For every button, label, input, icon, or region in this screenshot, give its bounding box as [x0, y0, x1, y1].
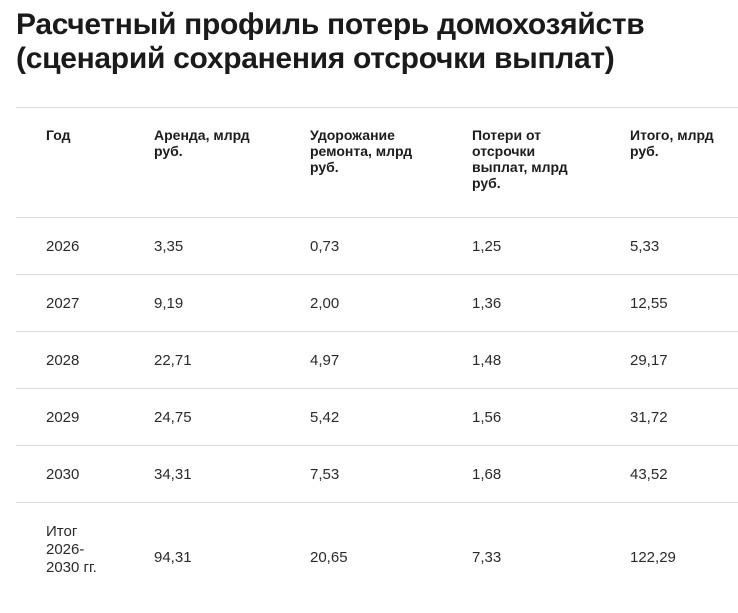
table-row: 2030 34,31 7,53 1,68 43,52	[16, 446, 738, 503]
table-row: 2026 3,35 0,73 1,25 5,33	[16, 218, 738, 275]
column-header-total: Итого, млрд руб.	[630, 127, 714, 159]
cell-rent: 94,31	[154, 549, 192, 567]
cell-rent: 3,35	[154, 237, 184, 255]
cell-repair-cost: 5,42	[310, 408, 340, 426]
cell-deferral-losses: 1,68	[472, 465, 502, 483]
page-title: Расчетный профиль потерь домохозяйств (с…	[16, 8, 645, 75]
cell-year: 2029	[46, 408, 80, 426]
column-header-repair-cost: Удорожание ремонта, млрд руб.	[310, 127, 413, 175]
cell-repair-cost: 4,97	[310, 351, 340, 369]
header-row: Год Аренда, млрд руб. Удорожание ремонта…	[16, 107, 738, 218]
column-header-deferral-losses: Потери от отсрочки выплат, млрд руб.	[472, 127, 568, 191]
cell-deferral-losses: 1,48	[472, 351, 502, 369]
cell-year: 2028	[46, 351, 80, 369]
cell-total: 31,72	[630, 408, 668, 426]
table-row: 2029 24,75 5,42 1,56 31,72	[16, 389, 738, 446]
cell-year: 2026	[46, 237, 80, 255]
cell-year: Итог 2026-2030 гг.	[46, 523, 97, 576]
cell-deferral-losses: 7,33	[472, 549, 502, 567]
losses-table: Год Аренда, млрд руб. Удорожание ремонта…	[16, 107, 738, 613]
table-row: 2027 9,19 2,00 1,36 12,55	[16, 275, 738, 332]
cell-repair-cost: 7,53	[310, 465, 340, 483]
cell-year: 2027	[46, 294, 80, 312]
table-header: Год Аренда, млрд руб. Удорожание ремонта…	[16, 107, 738, 218]
table-row-total: Итог 2026-2030 гг. 94,31 20,65 7,33 122,…	[16, 503, 738, 613]
cell-rent: 9,19	[154, 294, 184, 312]
table-body: 2026 3,35 0,73 1,25 5,33 2027 9,19 2,00 …	[16, 218, 738, 613]
cell-deferral-losses: 1,36	[472, 294, 502, 312]
cell-year: 2030	[46, 465, 80, 483]
cell-total: 5,33	[630, 237, 660, 255]
cell-deferral-losses: 1,56	[472, 408, 502, 426]
cell-rent: 34,31	[154, 465, 192, 483]
column-header-rent: Аренда, млрд руб.	[154, 127, 250, 159]
cell-total: 122,29	[630, 549, 676, 567]
cell-repair-cost: 20,65	[310, 549, 348, 567]
cell-rent: 22,71	[154, 351, 192, 369]
cell-total: 43,52	[630, 465, 668, 483]
table-row: 2028 22,71 4,97 1,48 29,17	[16, 332, 738, 389]
cell-repair-cost: 0,73	[310, 237, 340, 255]
cell-deferral-losses: 1,25	[472, 237, 502, 255]
column-header-year: Год	[46, 127, 71, 143]
cell-rent: 24,75	[154, 408, 192, 426]
cell-total: 29,17	[630, 351, 668, 369]
cell-repair-cost: 2,00	[310, 294, 340, 312]
cell-total: 12,55	[630, 294, 668, 312]
